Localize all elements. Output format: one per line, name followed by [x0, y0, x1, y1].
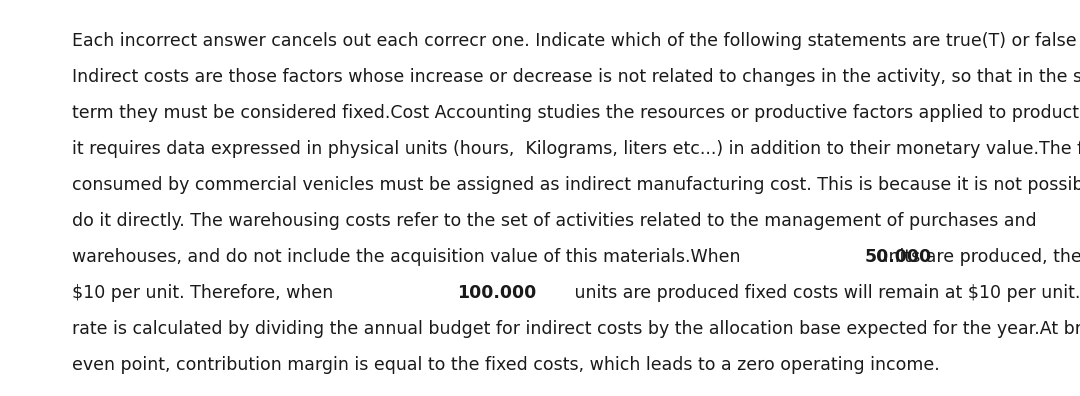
Text: do it directly. The warehousing costs refer to the set of activities related to : do it directly. The warehousing costs re…	[72, 212, 1037, 230]
Text: term they must be considered fixed.Cost Accounting studies the resources or prod: term they must be considered fixed.Cost …	[72, 104, 1080, 122]
Text: Each incorrect answer cancels out each correcr one. Indicate which of the follow: Each incorrect answer cancels out each c…	[72, 32, 1080, 50]
Text: warehouses, and do not include the acquisition value of this materials.When: warehouses, and do not include the acqui…	[72, 248, 746, 266]
Text: units are produced, the fixed cost is: units are produced, the fixed cost is	[873, 248, 1080, 266]
Text: 100.000: 100.000	[458, 284, 537, 302]
Text: consumed by commercial venicles must be assigned as indirect manufacturing cost.: consumed by commercial venicles must be …	[72, 176, 1080, 194]
Text: 50.000: 50.000	[865, 248, 932, 266]
Text: units are produced fixed costs will remain at $10 per unit.The budgeted allocati: units are produced fixed costs will rema…	[569, 284, 1080, 302]
Text: rate is calculated by dividing the annual budget for indirect costs by the alloc: rate is calculated by dividing the annua…	[72, 320, 1080, 338]
Text: even point, contribution margin is equal to the fixed costs, which leads to a ze: even point, contribution margin is equal…	[72, 356, 940, 374]
Text: Indirect costs are those factors whose increase or decrease is not related to ch: Indirect costs are those factors whose i…	[72, 68, 1080, 86]
Text: it requires data expressed in physical units (hours,  Kilograms, liters etc...) : it requires data expressed in physical u…	[72, 140, 1080, 158]
Text: $10 per unit. Therefore, when: $10 per unit. Therefore, when	[72, 284, 339, 302]
